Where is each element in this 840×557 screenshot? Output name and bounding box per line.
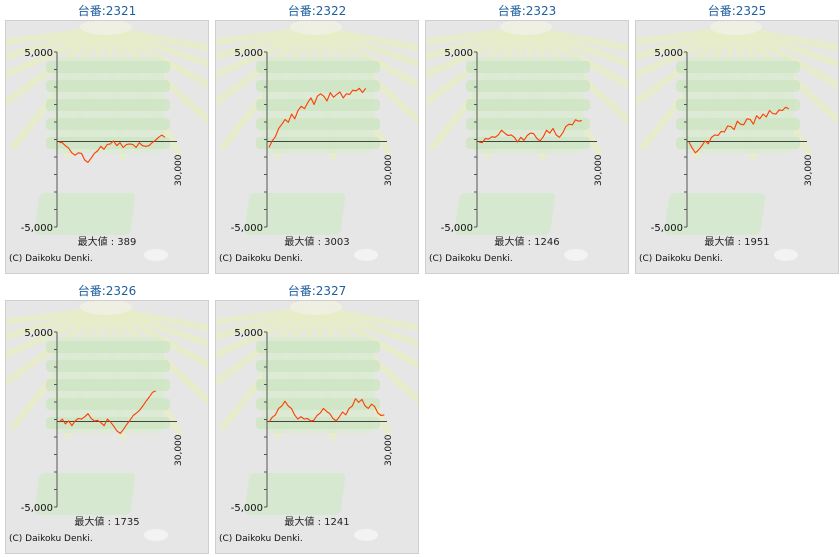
machine-title[interactable]: 台番:2326	[77, 284, 137, 298]
line-chart: 5,000 -5,000 30,000	[21, 328, 184, 514]
x-tick-label: 30,000	[384, 434, 394, 466]
chart-cell: 台番:2325 5,000 -5,000 30,000 最大値 : 1951 (C) Da…	[635, 0, 839, 274]
chart-panel: 5,000 -5,000 30,000 最大値 : 1951 (C) Daikoku D…	[635, 20, 839, 274]
chart-panel: 5,000 -5,000 30,000 最大値 : 1241 (C) Daikoku D…	[215, 300, 419, 554]
series-line	[268, 87, 367, 148]
chart-cell: 台番:2326 5,000 -5,000 30,000 最大値 : 1735 (C) Da…	[5, 280, 209, 554]
y-tick-label-max: 5,000	[234, 48, 263, 59]
x-tick-label: 30,000	[174, 154, 184, 186]
x-tick-label: 30,000	[804, 154, 814, 186]
machine-title[interactable]: 台番:2322	[287, 4, 347, 18]
x-tick-label: 30,000	[174, 434, 184, 466]
pachinko-machine-background-image	[6, 21, 208, 261]
series-line	[268, 398, 385, 423]
y-tick-label-max: 5,000	[24, 328, 53, 339]
chart-cell: 台番:2322 5,000 -5,000 30,000 最大値 : 3003 (C) Da…	[215, 0, 419, 274]
chart-cell: 台番:2323 5,000 -5,000 30,000 最大値 : 1246 (C) Da…	[425, 0, 629, 274]
machine-title[interactable]: 台番:2323	[497, 4, 557, 18]
machine-title[interactable]: 台番:2327	[287, 284, 347, 298]
max-value-label: 最大値 : 1246	[494, 237, 560, 248]
pachinko-machine-background-image	[216, 301, 418, 541]
copyright-text: (C) Daikoku Denki.	[639, 254, 723, 264]
series-line	[688, 106, 790, 154]
copyright-text: (C) Daikoku Denki.	[9, 534, 93, 544]
machine-title[interactable]: 台番:2325	[707, 4, 767, 18]
line-chart: 5,000 -5,000 30,000	[231, 328, 394, 514]
y-tick-label-max: 5,000	[444, 48, 473, 59]
chart-cell: 台番:2321 5,000 -5,000 30,000 最大値 : 389 (C) Dai…	[5, 0, 209, 274]
y-tick-label-min: -5,000	[231, 503, 263, 514]
y-tick-label-min: -5,000	[441, 223, 473, 234]
pachinko-machine-background-image	[6, 301, 208, 541]
y-tick-label-max: 5,000	[234, 328, 263, 339]
machine-title[interactable]: 台番:2321	[77, 4, 137, 18]
chart-panel: 5,000 -5,000 30,000 最大値 : 1246 (C) Daikoku D…	[425, 20, 629, 274]
x-tick-label: 30,000	[384, 154, 394, 186]
y-tick-label-min: -5,000	[21, 503, 53, 514]
y-tick-label-max: 5,000	[24, 48, 53, 59]
pachinko-machine-background-image	[636, 21, 838, 261]
max-value-label: 最大値 : 1951	[704, 237, 770, 248]
max-value-label: 最大値 : 3003	[284, 237, 350, 248]
max-value-label: 最大値 : 1241	[284, 517, 350, 528]
chart-cell: 台番:2327 5,000 -5,000 30,000 最大値 : 1241 (C) Da…	[215, 280, 419, 554]
series-line	[478, 119, 583, 144]
copyright-text: (C) Daikoku Denki.	[219, 254, 303, 264]
chart-panel: 5,000 -5,000 30,000 最大値 : 3003 (C) Daikoku D…	[215, 20, 419, 274]
series-line	[58, 134, 166, 163]
y-tick-label-min: -5,000	[231, 223, 263, 234]
chart-panel: 5,000 -5,000 30,000 最大値 : 1735 (C) Daikoku D…	[5, 300, 209, 554]
pachinko-machine-background-image	[426, 21, 628, 261]
y-tick-label-min: -5,000	[21, 223, 53, 234]
line-chart: 5,000 -5,000 30,000	[441, 48, 604, 234]
x-tick-label: 30,000	[594, 154, 604, 186]
pachinko-machine-background-image	[216, 21, 418, 261]
line-chart: 5,000 -5,000 30,000	[231, 48, 394, 234]
copyright-text: (C) Daikoku Denki.	[9, 254, 93, 264]
chart-panel: 5,000 -5,000 30,000 最大値 : 389 (C) Daikoku De…	[5, 20, 209, 274]
copyright-text: (C) Daikoku Denki.	[429, 254, 513, 264]
y-tick-label-min: -5,000	[651, 223, 683, 234]
y-tick-label-max: 5,000	[654, 48, 683, 59]
line-chart: 5,000 -5,000 30,000	[21, 48, 184, 234]
copyright-text: (C) Daikoku Denki.	[219, 534, 303, 544]
series-line	[58, 390, 156, 434]
max-value-label: 最大値 : 389	[77, 237, 137, 248]
max-value-label: 最大値 : 1735	[74, 517, 140, 528]
line-chart: 5,000 -5,000 30,000	[651, 48, 814, 234]
